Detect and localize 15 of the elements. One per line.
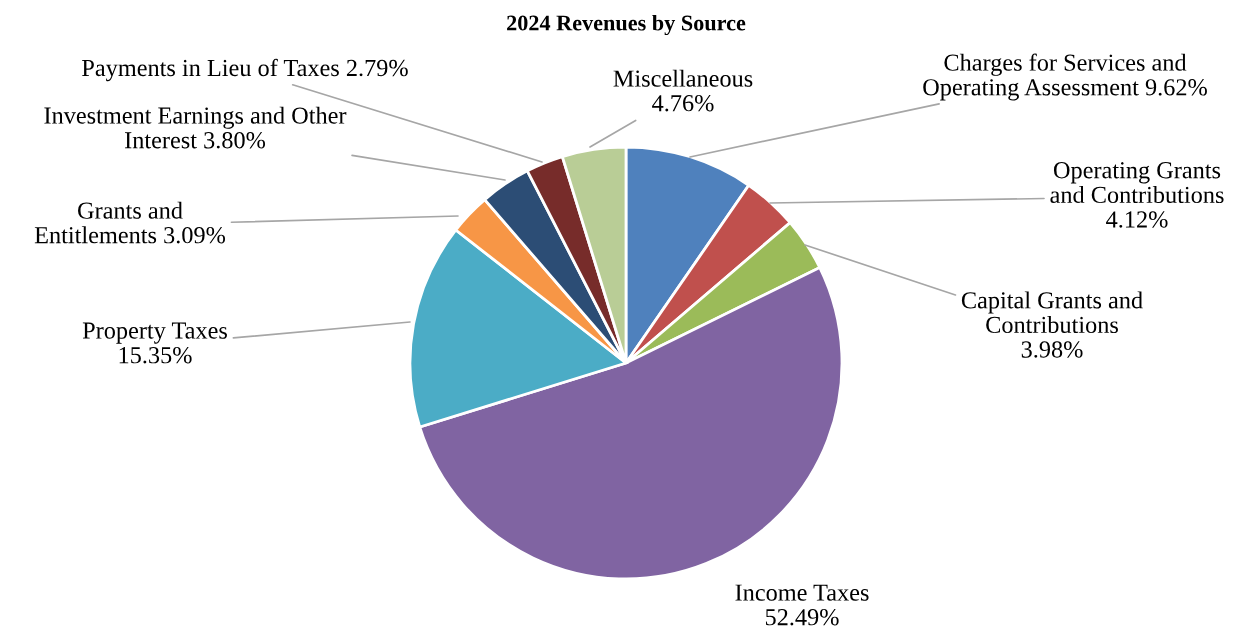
- slice-label: Payments in Lieu of Taxes 2.79%: [82, 58, 408, 82]
- slice-label: Income Taxes: [735, 584, 869, 601]
- slice-label: Capital Grants and Contributions: [961, 291, 1143, 334]
- slice-label: Investment Earnings and Other Interest 3.80%: [44, 106, 347, 149]
- slice-label: Grants and Entitlements 3.09%: [34, 201, 226, 244]
- data-label: 4.12%: [1106, 211, 1168, 228]
- data-label: 15.35%: [119, 346, 192, 364]
- data-label: 4.76%: [652, 94, 714, 112]
- slice-label: Property Taxes: [82, 322, 227, 344]
- slice-label: Charges for Services and Operating Assessment 9.62%: [923, 53, 1207, 101]
- data-label: 3.98%: [1021, 341, 1083, 358]
- slice-label: Miscellaneous: [613, 69, 753, 87]
- slice-label: Operating Grants and Contributions: [1050, 162, 1224, 204]
- data-label: 52.49%: [765, 608, 839, 626]
- chart-title: 2024 Revenues by Source: [507, 14, 746, 36]
